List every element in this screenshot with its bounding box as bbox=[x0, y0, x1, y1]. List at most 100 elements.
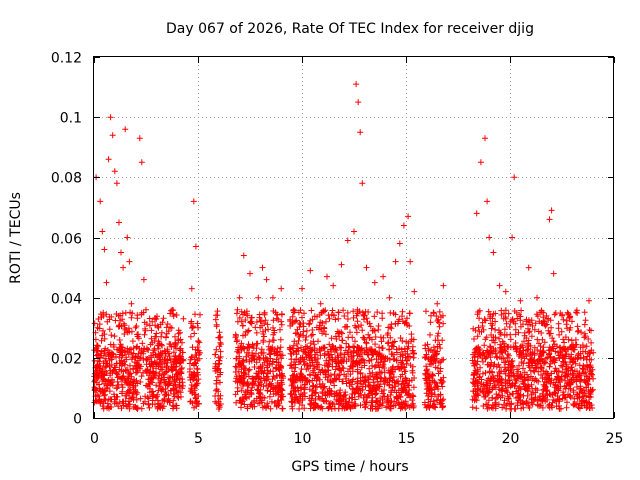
roti-point bbox=[401, 400, 407, 407]
roti-point bbox=[104, 347, 111, 353]
roti-point bbox=[387, 399, 394, 406]
roti-point bbox=[246, 366, 253, 373]
roti-point bbox=[439, 404, 446, 411]
roti-point bbox=[405, 213, 412, 220]
roti-point bbox=[311, 375, 318, 382]
roti-point bbox=[376, 383, 383, 390]
roti-point bbox=[516, 383, 523, 390]
roti-point bbox=[134, 353, 140, 360]
roti-point bbox=[402, 368, 409, 375]
roti-point bbox=[100, 312, 107, 319]
roti-point bbox=[142, 327, 149, 334]
roti-point bbox=[314, 355, 321, 362]
roti-point bbox=[255, 370, 261, 377]
roti-point bbox=[379, 400, 386, 406]
roti-point bbox=[381, 393, 388, 400]
x-tick-label: 20 bbox=[502, 431, 520, 447]
roti-point bbox=[571, 346, 578, 353]
roti-point bbox=[150, 352, 157, 359]
roti-point bbox=[586, 405, 593, 412]
roti-point bbox=[247, 270, 253, 277]
roti-point bbox=[387, 334, 394, 341]
roti-point bbox=[217, 369, 224, 376]
roti-point bbox=[294, 384, 301, 391]
roti-point bbox=[479, 323, 486, 329]
roti-point bbox=[293, 317, 300, 324]
roti-point bbox=[354, 385, 361, 391]
roti-point bbox=[381, 369, 388, 376]
roti-point bbox=[436, 341, 443, 348]
roti-point bbox=[176, 346, 183, 352]
roti-point bbox=[440, 320, 447, 327]
roti-point bbox=[266, 360, 273, 367]
roti-point bbox=[96, 397, 103, 404]
roti-point bbox=[496, 373, 503, 380]
roti-point bbox=[273, 349, 280, 356]
roti-point bbox=[115, 403, 122, 410]
roti-point bbox=[122, 377, 129, 384]
roti-point bbox=[520, 365, 526, 372]
roti-point bbox=[435, 316, 442, 323]
roti-point bbox=[172, 387, 179, 394]
roti-point bbox=[560, 354, 567, 361]
roti-point bbox=[401, 403, 408, 410]
roti-point bbox=[425, 347, 432, 354]
roti-point bbox=[513, 348, 520, 355]
roti-point bbox=[475, 309, 482, 315]
roti-point bbox=[214, 366, 221, 373]
roti-point bbox=[508, 363, 515, 370]
roti-point bbox=[162, 391, 169, 398]
roti-point bbox=[263, 276, 270, 283]
roti-point bbox=[134, 405, 141, 412]
roti-point bbox=[307, 401, 313, 407]
roti-point bbox=[130, 366, 137, 373]
roti-point bbox=[396, 392, 403, 398]
roti-point bbox=[213, 387, 219, 394]
roti-point bbox=[277, 326, 283, 333]
roti-point bbox=[274, 373, 280, 379]
roti-point bbox=[271, 346, 278, 353]
roti-point bbox=[567, 376, 574, 383]
roti-point bbox=[430, 403, 437, 410]
roti-point bbox=[404, 345, 411, 352]
roti-point bbox=[244, 312, 251, 319]
roti-point bbox=[118, 375, 125, 382]
roti-point bbox=[529, 322, 536, 329]
roti-point bbox=[432, 404, 439, 411]
roti-point bbox=[529, 385, 536, 392]
roti-point bbox=[306, 386, 313, 393]
roti-point bbox=[396, 365, 403, 372]
roti-point bbox=[525, 388, 531, 395]
roti-point bbox=[257, 379, 263, 386]
roti-point bbox=[266, 393, 273, 400]
roti-point bbox=[337, 358, 344, 365]
roti-point bbox=[354, 318, 361, 325]
roti-point bbox=[297, 391, 304, 398]
roti-point bbox=[134, 343, 141, 350]
roti-point bbox=[423, 308, 429, 315]
roti-point bbox=[393, 357, 400, 364]
roti-point bbox=[434, 300, 441, 307]
roti-point bbox=[267, 388, 274, 395]
roti-point bbox=[337, 387, 344, 394]
roti-point bbox=[240, 370, 247, 377]
roti-point bbox=[311, 347, 318, 354]
roti-point bbox=[587, 349, 594, 356]
roti-point bbox=[125, 382, 132, 388]
roti-point bbox=[101, 350, 108, 356]
roti-point bbox=[156, 404, 163, 411]
roti-point bbox=[180, 315, 187, 322]
roti-point bbox=[134, 333, 141, 340]
roti-point bbox=[349, 334, 356, 341]
roti-point bbox=[232, 363, 239, 370]
roti-point bbox=[521, 338, 527, 345]
roti-point bbox=[120, 320, 127, 327]
roti-point bbox=[508, 360, 514, 367]
roti-point bbox=[410, 384, 417, 391]
roti-point bbox=[474, 371, 481, 377]
roti-point bbox=[329, 342, 336, 349]
y-axis-label: ROTI / TECUs bbox=[8, 192, 24, 284]
roti-point bbox=[302, 337, 309, 343]
roti-point bbox=[484, 390, 491, 397]
